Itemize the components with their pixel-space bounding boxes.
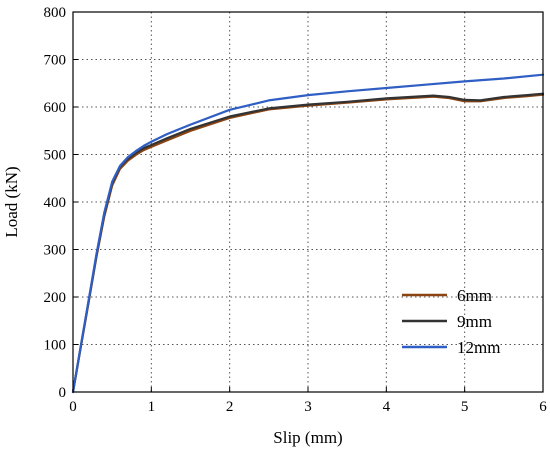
legend-label-6mm: 6mm: [457, 286, 492, 305]
x-axis-label: Slip (mm): [273, 428, 342, 447]
x-tick-label: 6: [539, 399, 547, 415]
x-tick-label: 5: [461, 399, 469, 415]
x-tick-label: 2: [226, 399, 234, 415]
x-tick-label: 0: [69, 399, 77, 415]
legend: 6mm 9mm 12mm: [402, 286, 500, 357]
tick-labels: 0 1 2 3 4 5 6 0 100 200 300 400 500 600 700 800: [44, 5, 548, 415]
y-axis-label: Load (kN): [2, 166, 21, 237]
y-tick-label: 700: [44, 53, 67, 69]
x-tick-label: 3: [304, 399, 312, 415]
y-tick-label: 600: [44, 100, 67, 116]
plot-frame: [72, 11, 544, 393]
y-tick-label: 800: [44, 5, 67, 21]
legend-label-9mm: 9mm: [457, 312, 492, 331]
axis-ticks: [72, 11, 544, 393]
y-tick-label: 100: [44, 338, 67, 354]
x-tick-label: 4: [383, 399, 391, 415]
grid-lines: [73, 12, 543, 392]
x-tick-label: 1: [148, 399, 156, 415]
y-tick-label: 500: [44, 148, 67, 164]
y-tick-label: 0: [59, 385, 67, 401]
y-tick-label: 400: [44, 195, 67, 211]
y-tick-label: 300: [44, 243, 67, 259]
y-tick-label: 200: [44, 290, 67, 306]
legend-label-12mm: 12mm: [457, 338, 500, 357]
series-lines: [71, 73, 545, 394]
series-line-12mm: [71, 73, 545, 394]
